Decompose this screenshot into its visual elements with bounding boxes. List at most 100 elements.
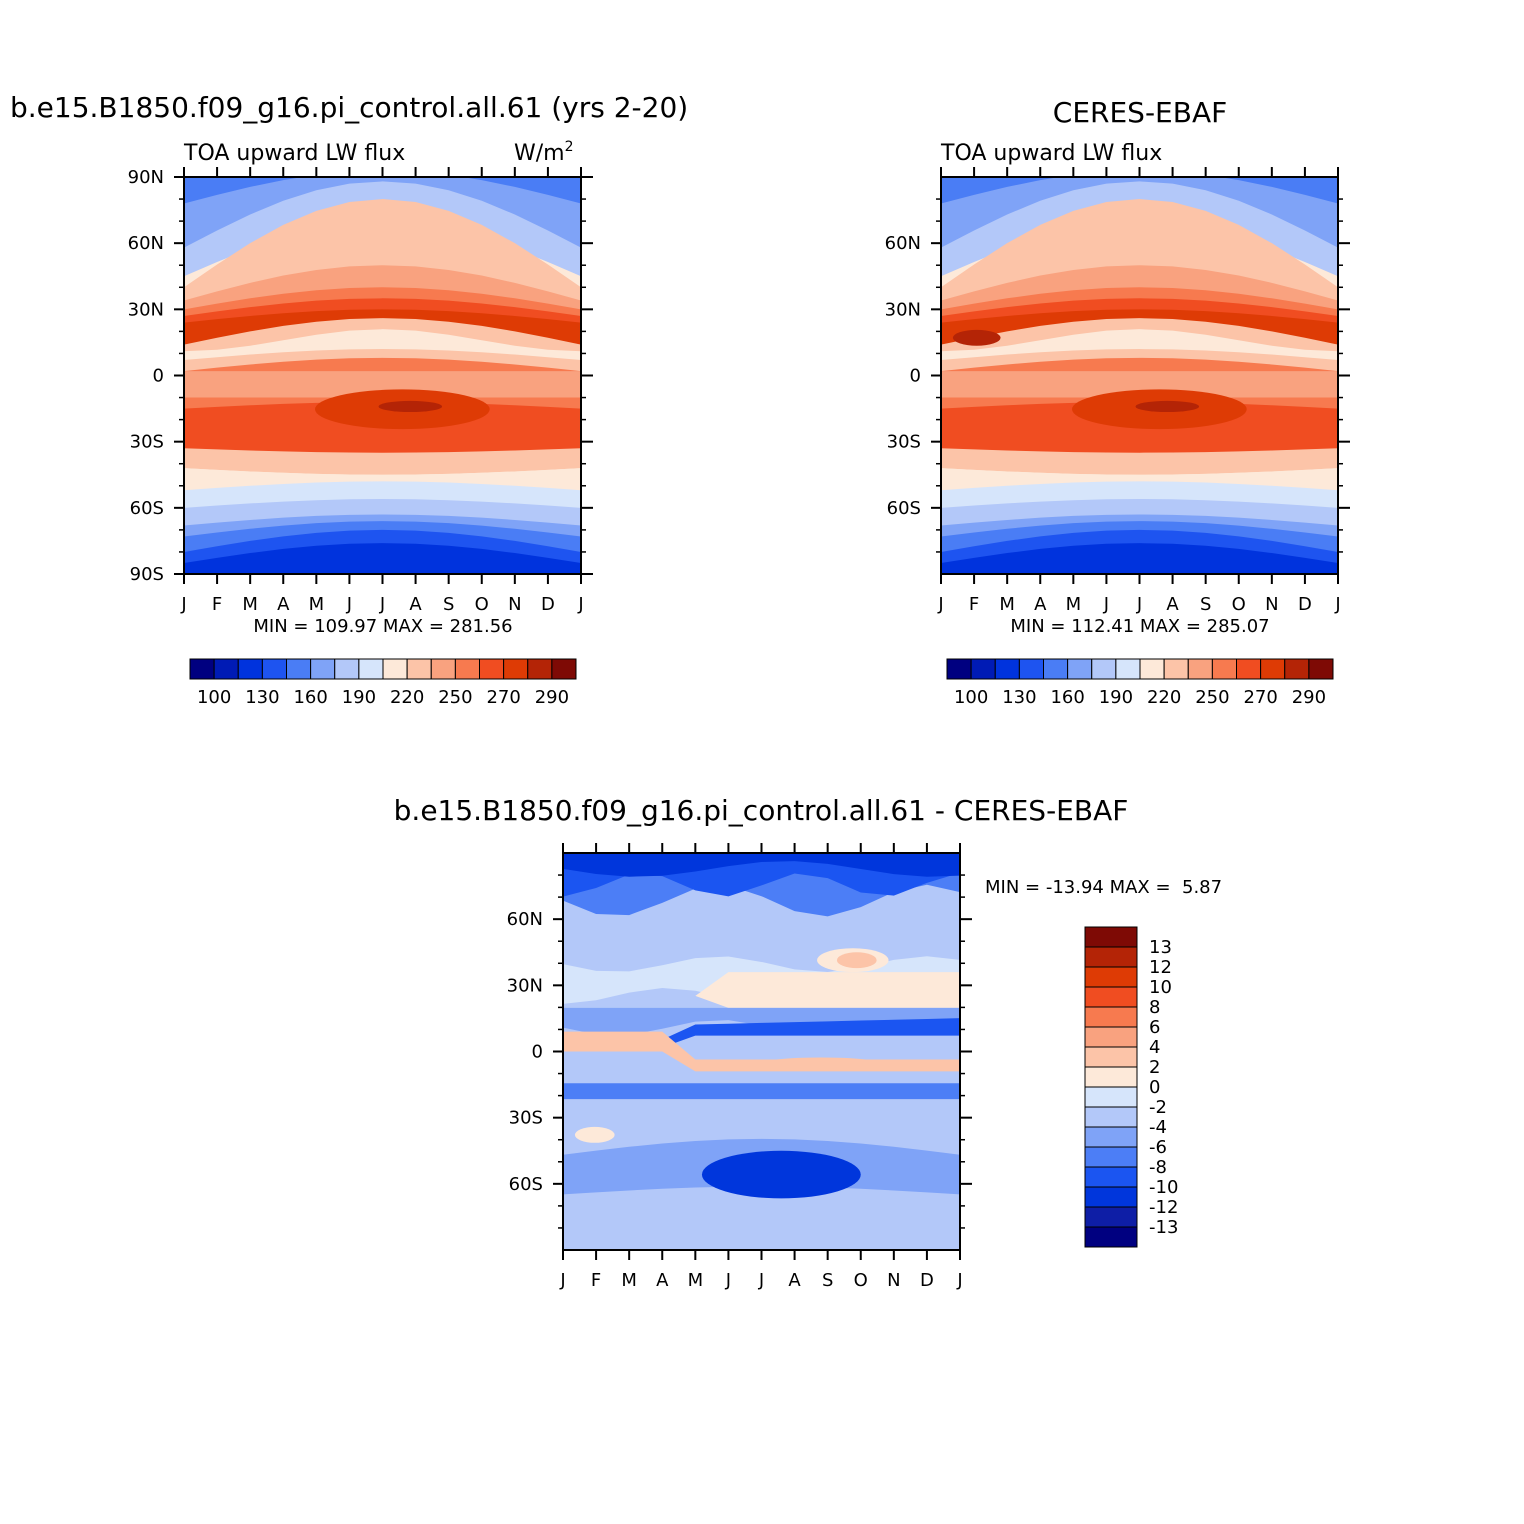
y-tick-label: 90N [128,167,164,188]
contour-band-nh-warm [563,972,960,1008]
colorbar-label: 2 [1149,1057,1160,1078]
y-tick-label: 0 [910,366,921,387]
colorbar-box [1043,658,1069,680]
y-tick-label: 60N [885,233,921,254]
contour-band-arctic-3 [563,853,960,877]
colorbar-box [1284,658,1310,680]
colorbar-label: 6 [1149,1017,1160,1038]
colorbar-label: -13 [1149,1217,1178,1238]
colorbar-box [1084,1046,1138,1068]
colorbar-box [1091,658,1117,680]
contour-band-sh-tropic [563,1083,960,1100]
colorbar-label: -6 [1149,1137,1167,1158]
x-tick-label: A [1166,594,1179,615]
x-tick-label: J [956,1270,962,1291]
colorbar-label: 220 [390,687,424,708]
y-tick-label: 30S [887,432,921,453]
x-tick-label: A [1034,594,1047,615]
colorbar-box [1084,1126,1138,1148]
contour-band-north-coldest [941,177,1338,204]
colorbar-label: 100 [197,687,231,708]
colorbar-label: 270 [486,687,520,708]
colorbar-box [237,658,263,680]
contour-band-equator [941,371,1338,398]
x-tick-label: D [1298,594,1312,615]
contour-band-subtropic-north-core [941,309,1338,345]
y-tick-label: 30S [509,1108,543,1129]
x-tick-label: J [1103,594,1109,615]
colorbar-box [358,658,384,680]
y-tick-label: 0 [532,1042,543,1063]
colorbar-label: 160 [1050,687,1084,708]
contour-band-north-coldest [184,177,581,204]
colorbar-box [1084,1186,1138,1208]
colorbar-label: 270 [1243,687,1277,708]
panel-model-plot [184,177,581,574]
x-tick-label: S [1200,594,1211,615]
contour-blob-sh-warm [574,1126,615,1143]
panel-diff-title: b.e15.B1850.f09_g16.pi_control.all.61 - … [394,794,1129,827]
contour-blob-sh-cold [701,1150,861,1199]
colorbar-label: 4 [1149,1037,1160,1058]
y-tick-label: 30S [130,432,164,453]
y-tick-label: 30N [507,975,543,996]
colorbar-box [1084,926,1138,948]
x-tick-label: M [688,1270,704,1291]
colorbar-box [310,658,336,680]
colorbar-box [1084,1066,1138,1088]
colorbar-box [1163,658,1189,680]
contour-band-antarctic [941,543,1338,574]
y-tick-label: 60S [887,498,921,519]
panel-diff-plot [563,853,960,1250]
colorbar-box [1084,1226,1138,1248]
colorbar-label: 160 [293,687,327,708]
contour-blob-north-peak [952,329,1001,346]
contour-band-north-cold [184,177,581,277]
colorbar-box [1084,1086,1138,1108]
colorbar-box [551,658,577,680]
colorbar-box [1260,658,1286,680]
panel-diff-stats: MIN = -13.94 MAX = 5.87 [985,877,1222,898]
contour-band-south-mid [941,448,1338,475]
colorbar-label: -12 [1149,1197,1178,1218]
panel-model-title: b.e15.B1850.f09_g16.pi_control.all.61 (y… [10,91,688,124]
panel-model-colorbar: 100 130 160 190 220 250 270 290 [189,658,577,708]
colorbar-box [1139,658,1165,680]
colorbar-label: -2 [1149,1097,1167,1118]
colorbar-label: 130 [1002,687,1036,708]
colorbar-box [970,658,996,680]
x-tick-label: M [999,594,1015,615]
x-tick-label: J [379,594,385,615]
x-tick-label: J [758,1270,764,1291]
x-tick-label: M [1066,594,1082,615]
colorbar-box [406,658,432,680]
x-tick-label: S [822,1270,833,1291]
y-tick-label: 60N [128,233,164,254]
x-tick-label: F [969,594,979,615]
colorbar-box [286,658,312,680]
x-tick-label: N [887,1270,900,1291]
y-tick-label: 0 [153,366,164,387]
x-tick-label: A [409,594,422,615]
colorbar-box [1084,1166,1138,1188]
contour-band-north-colder [184,177,581,248]
x-tick-label: D [541,594,555,615]
colorbar-box [1084,966,1138,988]
colorbar-box [1084,1006,1138,1028]
panel-model: b.e15.B1850.f09_g16.pi_control.all.61 (y… [10,91,688,708]
colorbar-label: 290 [535,687,569,708]
contour-band-north-colder [941,177,1338,248]
colorbar-label: 12 [1149,957,1172,978]
x-tick-label: J [937,594,943,615]
x-tick-label: N [1265,594,1278,615]
colorbar-label: 290 [1292,687,1326,708]
panel-obs-title: CERES-EBAF [1053,96,1227,129]
colorbar-box [382,658,408,680]
contour-band-itcz-core [941,329,1338,361]
colorbar-box [334,658,360,680]
contour-band-antarctic [563,1210,960,1250]
x-tick-label: J [1136,594,1142,615]
